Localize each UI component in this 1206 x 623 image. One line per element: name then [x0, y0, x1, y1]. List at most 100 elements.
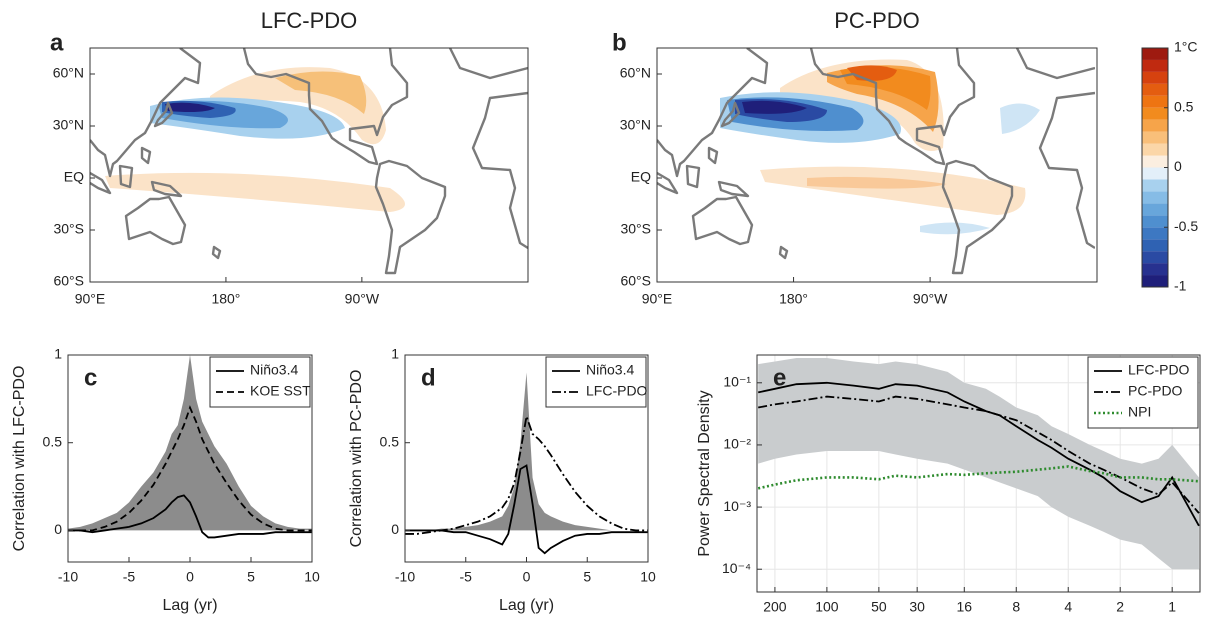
panel-label: a: [50, 29, 64, 56]
colorbar-swatch: [1142, 119, 1168, 132]
series-line: [68, 405, 312, 532]
y-tick-label: EQ: [64, 169, 84, 185]
series-line: [758, 395, 1200, 514]
map-field: [90, 48, 528, 275]
x-tick-label: 1: [1168, 599, 1176, 615]
x-tick-label: 90°W: [345, 291, 380, 307]
colorbar-swatch: [1142, 251, 1168, 264]
x-tick-label: 90°W: [913, 291, 948, 307]
y-tick-label: 10⁻³: [723, 498, 751, 514]
colorbar-tick-label: 0.5: [1174, 98, 1194, 114]
legend-label: Niño3.4: [586, 362, 634, 378]
y-tick-label: 30°S: [53, 221, 84, 237]
colorbar-swatch: [1142, 143, 1168, 156]
plot-frame: [756, 354, 1201, 593]
colorbar-swatch: [1142, 95, 1168, 108]
x-tick-label: 180°: [211, 291, 240, 307]
colorbar-swatch: [1142, 275, 1168, 287]
legend-label: PC-PDO: [1128, 383, 1183, 399]
band-area: [758, 358, 1199, 570]
y-tick-label: 30°N: [620, 117, 651, 133]
y-axis-label: Correlation with LFC-PDO: [11, 366, 28, 552]
colorbar-swatch: [1142, 131, 1168, 144]
y-tick-label: 1: [54, 346, 62, 362]
y-tick-label: 0: [54, 521, 62, 537]
colorbar-swatch: [1142, 155, 1168, 168]
colorbar-swatch: [1142, 48, 1168, 60]
y-tick-label: 0.5: [380, 433, 400, 449]
series-line: [405, 464, 648, 555]
legend-box: [545, 356, 647, 408]
y-tick-label: 60°N: [620, 65, 651, 81]
x-tick-label: 180°: [779, 291, 808, 307]
colorbar-swatch: [1142, 239, 1168, 252]
series-line: [405, 416, 648, 535]
x-axis-label: Lag (yr): [499, 597, 554, 614]
y-tick-label: 1: [391, 346, 399, 362]
legend-label: Niño3.4: [250, 362, 298, 378]
x-tick-label: 200: [763, 599, 787, 615]
x-tick-label: 10: [304, 569, 320, 585]
map-frame: [656, 47, 1098, 283]
x-tick-label: 5: [247, 569, 255, 585]
panel-label: b: [612, 29, 627, 56]
colorbar-tick-label: -1: [1174, 278, 1187, 294]
colorbar-swatch: [1142, 215, 1168, 228]
colorbar-swatch: [1142, 203, 1168, 216]
y-tick-label: 10⁻¹: [723, 373, 751, 389]
colorbar-swatch: [1142, 107, 1168, 120]
x-tick-label: 8: [1012, 599, 1020, 615]
legend-label: LFC-PDO: [586, 383, 648, 399]
x-tick-label: 4: [1064, 599, 1072, 615]
x-tick-label: 30: [909, 599, 925, 615]
x-tick-label: 0: [523, 569, 531, 585]
colorbar-swatch: [1142, 227, 1168, 240]
y-tick-label: 10⁻⁴: [722, 560, 751, 576]
x-tick-label: -10: [395, 569, 415, 585]
y-tick-label: 30°S: [620, 221, 651, 237]
map-frame: [89, 47, 529, 283]
y-tick-label: 10⁻²: [723, 436, 751, 452]
y-tick-label: 30°N: [53, 117, 84, 133]
x-tick-label: -5: [460, 569, 473, 585]
x-tick-label: 100: [815, 599, 839, 615]
y-tick-label: 60°S: [53, 273, 84, 289]
y-tick-label: 0.5: [43, 433, 63, 449]
legend-label: LFC-PDO: [1128, 362, 1190, 378]
x-tick-label: -10: [58, 569, 78, 585]
map-title: LFC-PDO: [261, 8, 358, 33]
series-line: [68, 494, 312, 539]
colorbar-tick-label: 1°C: [1174, 39, 1198, 55]
y-tick-label: 60°N: [53, 65, 84, 81]
x-tick-label: 50: [871, 599, 887, 615]
band-area: [405, 372, 648, 531]
x-tick-label: 16: [957, 599, 973, 615]
colorbar-swatch: [1142, 263, 1168, 276]
x-axis-label: Lag (yr): [162, 597, 217, 614]
x-tick-label: 90°E: [75, 291, 106, 307]
series-line: [757, 465, 1200, 490]
legend-label: KOE SST: [250, 383, 311, 399]
colorbar-tick-label: -0.5: [1174, 218, 1198, 234]
x-tick-label: 2: [1116, 599, 1124, 615]
y-tick-label: 0: [391, 521, 399, 537]
map-title: PC-PDO: [834, 8, 920, 33]
colorbar-swatch: [1142, 59, 1168, 72]
x-tick-label: 0: [186, 569, 194, 585]
panel-label: d: [421, 364, 436, 391]
y-tick-label: 60°S: [620, 273, 651, 289]
colorbar-tick-label: 0: [1174, 158, 1182, 174]
colorbar-swatch: [1142, 71, 1168, 84]
x-tick-label: 10: [640, 569, 656, 585]
band-area: [68, 355, 312, 531]
legend-label: NPI: [1128, 404, 1151, 420]
y-tick-label: EQ: [631, 169, 651, 185]
colorbar-swatch: [1142, 191, 1168, 204]
map-field: [657, 48, 1095, 275]
panel-label: e: [773, 364, 786, 391]
legend-box: [209, 356, 311, 408]
x-tick-label: -5: [123, 569, 136, 585]
colorbar-swatch: [1142, 167, 1168, 180]
y-axis-label: Correlation with PC-PDO: [348, 370, 365, 548]
